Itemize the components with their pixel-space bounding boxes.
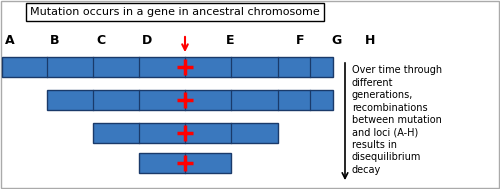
Bar xyxy=(139,153,231,173)
Text: A: A xyxy=(5,34,15,47)
Text: Mutation occurs in a gene in ancestral chromosome: Mutation occurs in a gene in ancestral c… xyxy=(30,7,320,17)
Text: E: E xyxy=(226,34,234,47)
Bar xyxy=(47,90,333,110)
Text: B: B xyxy=(50,34,60,47)
Text: F: F xyxy=(296,34,304,47)
Text: H: H xyxy=(365,34,375,47)
Text: C: C xyxy=(96,34,106,47)
Bar xyxy=(93,123,278,143)
Bar xyxy=(2,57,333,77)
Text: D: D xyxy=(142,34,152,47)
Text: Over time through
different
generations,
recombinations
between mutation
and loc: Over time through different generations,… xyxy=(352,65,442,175)
Text: G: G xyxy=(332,34,342,47)
